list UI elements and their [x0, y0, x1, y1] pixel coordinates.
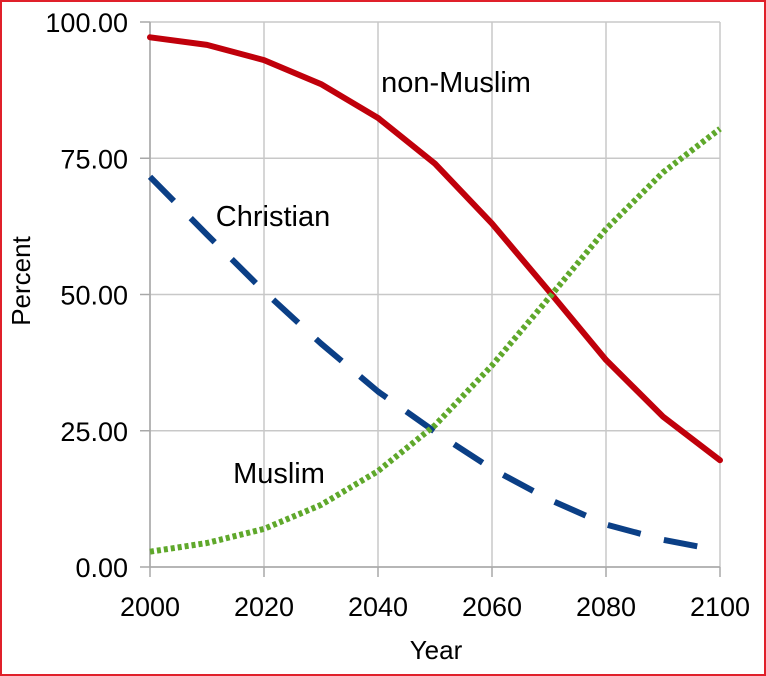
- y-tick-label: 50.00: [60, 281, 128, 311]
- y-tick-label: 0.00: [75, 553, 128, 583]
- x-tick-label: 2040: [348, 592, 408, 622]
- y-tick-label: 25.00: [60, 417, 128, 447]
- series-line-christian: [147, 174, 721, 554]
- y-tick-label: 75.00: [60, 144, 128, 174]
- x-tick-label: 2100: [690, 592, 750, 622]
- series-label-christian: Christian: [216, 201, 330, 233]
- series-label-non-muslim: non-Muslim: [381, 67, 531, 99]
- x-tick-label: 2080: [576, 592, 636, 622]
- axes: [140, 21, 721, 577]
- y-tick-label: 100.00: [45, 8, 128, 38]
- series-label-muslim: Muslim: [233, 458, 325, 490]
- series-line-non-muslim: [147, 34, 723, 464]
- series-line-muslim: [149, 126, 722, 555]
- tick-labels: 0.00 25.00 50.00 75.00 100.00 2000 2020 2040 206…: [45, 8, 750, 622]
- series-annotations: non-Muslim Christian Muslim: [216, 67, 531, 490]
- x-axis-label: Year: [410, 635, 463, 665]
- series-lines: [147, 34, 723, 555]
- x-tick-label: 2000: [120, 592, 180, 622]
- x-tick-label: 2060: [462, 592, 522, 622]
- x-tick-label: 2020: [234, 592, 294, 622]
- y-axis-label: Percent: [6, 235, 36, 325]
